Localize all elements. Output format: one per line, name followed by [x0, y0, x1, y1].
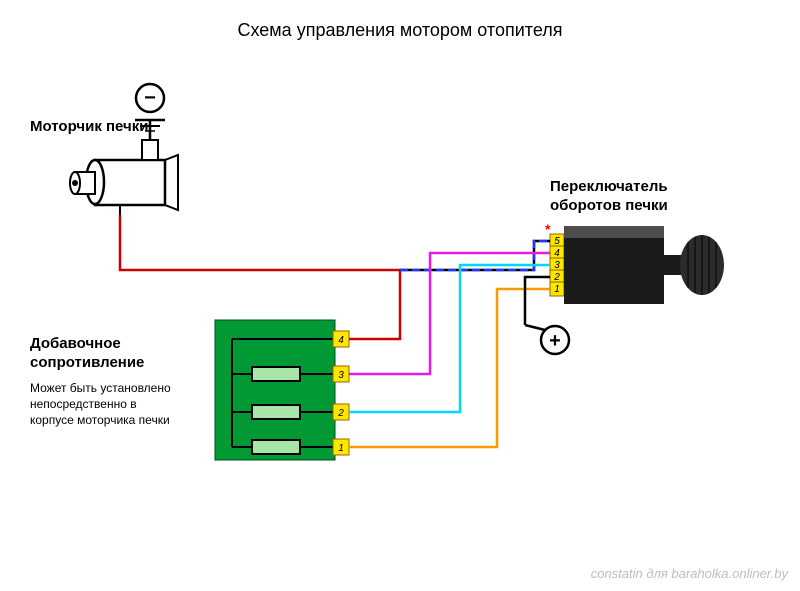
svg-text:2: 2 — [553, 272, 560, 283]
svg-text:1: 1 — [338, 443, 344, 454]
plus-icon: + — [541, 326, 569, 354]
svg-text:3: 3 — [554, 260, 560, 271]
svg-text:+: + — [549, 330, 561, 352]
switch-block-icon: 5 4 3 2 1 * — [545, 221, 724, 304]
asterisk-icon: * — [545, 221, 551, 237]
svg-text:4: 4 — [338, 335, 344, 346]
motor-icon: − — [70, 84, 178, 215]
svg-text:5: 5 — [554, 236, 560, 247]
minus-icon: − — [144, 87, 156, 109]
resistor-block-icon: 4 3 2 1 — [215, 320, 349, 460]
svg-text:1: 1 — [554, 284, 560, 295]
svg-text:4: 4 — [554, 248, 560, 259]
wire-black — [525, 277, 550, 325]
svg-text:2: 2 — [337, 408, 344, 419]
wire-orange — [349, 289, 550, 447]
svg-text:3: 3 — [338, 370, 344, 381]
wiring-diagram-svg: − 4 3 2 1 — [0, 0, 800, 591]
